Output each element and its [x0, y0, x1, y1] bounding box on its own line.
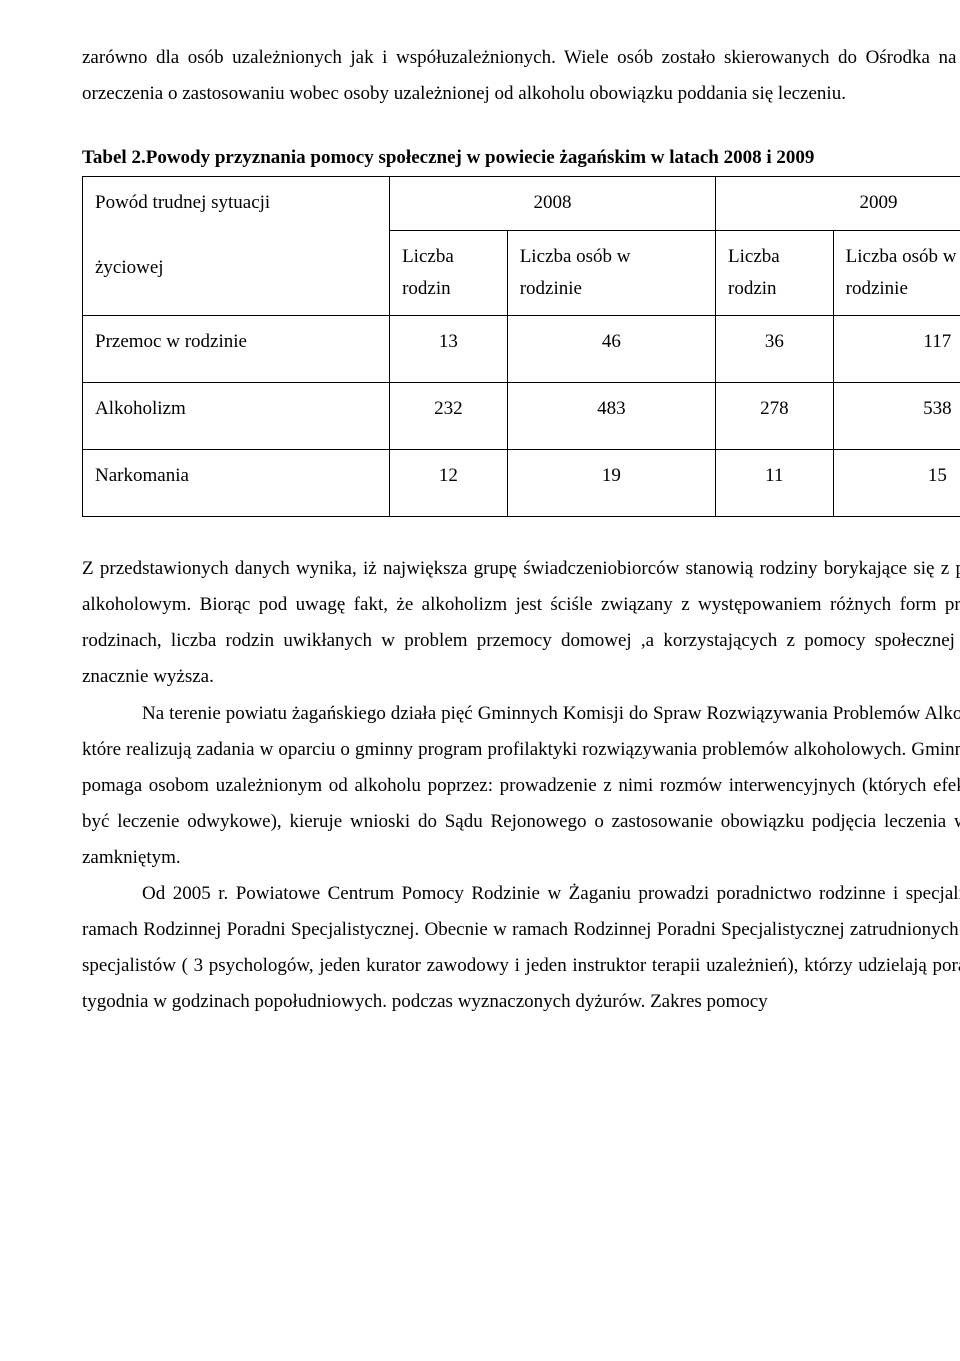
row-label: Przemoc w rodzinie	[83, 316, 390, 383]
body-paragraph-2: Na terenie powiatu żagańskiego działa pi…	[82, 696, 960, 876]
cell-value: 15	[833, 450, 960, 517]
col-liczba-osob-2009: Liczba osób w rodzinie	[833, 230, 960, 316]
intro-paragraph: zarówno dla osób uzależnionych jak i wsp…	[82, 40, 960, 112]
year-2009-header: 2009	[716, 177, 960, 230]
col-rodzinie-text-2: rodzinie	[846, 278, 908, 299]
row-header-line2: życiowej	[95, 257, 164, 278]
cell-value: 12	[390, 450, 508, 517]
cell-value: 538	[833, 383, 960, 450]
row-header-line1: Powód trudnej sytuacji	[95, 192, 270, 213]
table-row: Alkoholizm 232 483 278 538	[83, 383, 960, 450]
col-liczba-rodzin-2008: Liczba rodzin	[390, 230, 508, 316]
cell-value: 232	[390, 383, 508, 450]
col-liczba-osob-2008: Liczba osób w rodzinie	[507, 230, 715, 316]
col-liczba-text-2: Liczba	[728, 246, 780, 267]
table-row: Przemoc w rodzinie 13 46 36 117	[83, 316, 960, 383]
data-table: Powód trudnej sytuacji życiowej 2008 200…	[82, 176, 960, 517]
table-header-row-1: Powód trudnej sytuacji życiowej 2008 200…	[83, 177, 960, 230]
row-header-cell: Powód trudnej sytuacji życiowej	[83, 177, 390, 316]
caption-text: Powody przyznania pomocy społecznej w po…	[146, 147, 815, 168]
cell-value: 19	[507, 450, 715, 517]
year-2008-header: 2008	[390, 177, 716, 230]
cell-value: 278	[716, 383, 834, 450]
col-rodzin-text-2: rodzin	[728, 278, 777, 299]
cell-value: 46	[507, 316, 715, 383]
col-liczba-rodzin-2009: Liczba rodzin	[716, 230, 834, 316]
body-paragraph-1: Z przedstawionych danych wynika, iż najw…	[82, 551, 960, 695]
cell-value: 483	[507, 383, 715, 450]
col-liczba-osob-text: Liczba osób w	[520, 246, 631, 267]
table-caption: Tabel 2.Powody przyznania pomocy społecz…	[82, 140, 960, 176]
col-rodzin-text: rodzin	[402, 278, 451, 299]
col-liczba-osob-text-2: Liczba osób w	[846, 246, 957, 267]
row-label: Alkoholizm	[83, 383, 390, 450]
body-paragraph-3: Od 2005 r. Powiatowe Centrum Pomocy Rodz…	[82, 876, 960, 1020]
col-liczba-text: Liczba	[402, 246, 454, 267]
table-row: Narkomania 12 19 11 15	[83, 450, 960, 517]
row-label: Narkomania	[83, 450, 390, 517]
caption-label: Tabel 2.	[82, 147, 146, 168]
cell-value: 11	[716, 450, 834, 517]
col-rodzinie-text: rodzinie	[520, 278, 582, 299]
cell-value: 117	[833, 316, 960, 383]
cell-value: 36	[716, 316, 834, 383]
cell-value: 13	[390, 316, 508, 383]
